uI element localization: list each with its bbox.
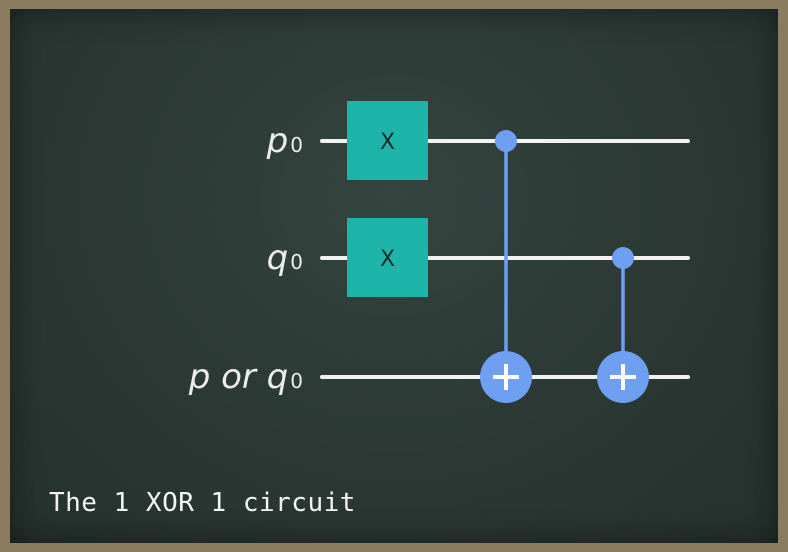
caption: The 1 XOR 1 circuit	[49, 488, 356, 518]
x-gate-p0: X	[347, 101, 428, 180]
cnot-gate-2	[597, 247, 649, 403]
x-gate-q0: X	[347, 218, 428, 297]
control-dot	[612, 247, 634, 269]
x-gate-label: X	[380, 247, 395, 272]
control-dot	[495, 130, 517, 152]
x-gate-label: X	[380, 130, 395, 155]
cnot-gate-1	[480, 130, 532, 403]
